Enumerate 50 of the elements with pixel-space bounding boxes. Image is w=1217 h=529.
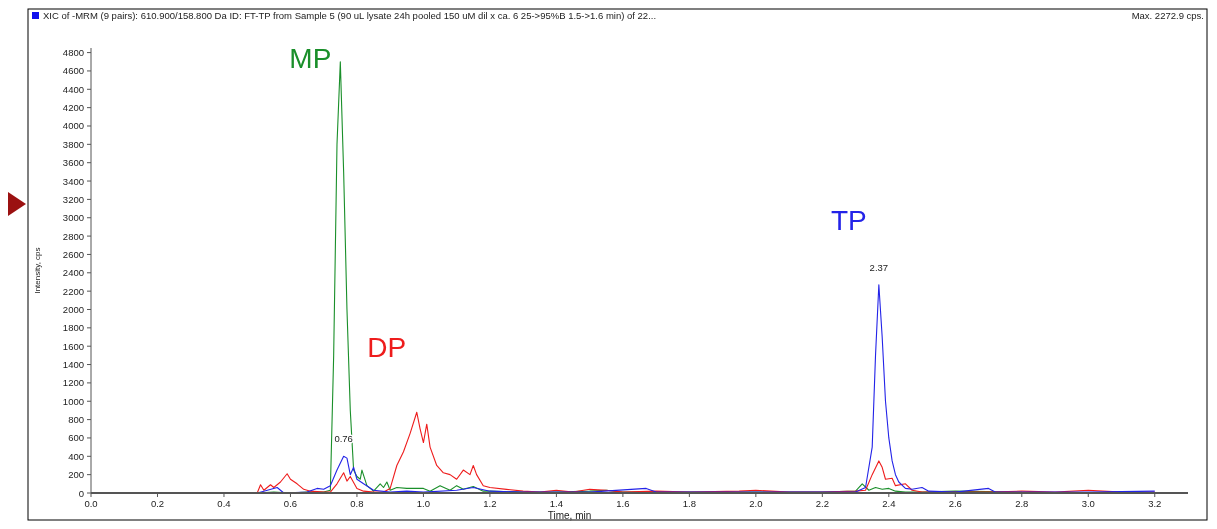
chart-title: XIC of -MRM (9 pairs): 610.900/158.800 Da ID: FT-TP from Sample 5 (90 uL lysate 24h pooled 150 uM dil x ca. 6 25->95%B 1.5->1.6 min) of 22...: [43, 10, 657, 21]
y-tick-label: 3800: [62, 138, 84, 150]
y-tick-label: 2400: [62, 267, 84, 279]
y-tick-label: 200: [68, 469, 84, 481]
x-tick-label: 0.2: [150, 498, 165, 509]
x-axis-title: Time, min: [547, 510, 592, 521]
y-tick-label: 600: [68, 432, 84, 444]
annotation: 2.37: [869, 261, 889, 273]
series-label: DP: [367, 332, 407, 364]
y-tick-label: 3200: [62, 193, 84, 205]
y-tick-label: 3600: [62, 157, 84, 169]
x-tick-label: 1.6: [616, 498, 630, 509]
x-tick-label: 2.4: [882, 498, 896, 509]
y-tick-label: 800: [68, 414, 84, 426]
x-tick-label: 0.0: [84, 498, 98, 509]
y-tick-label: 1200: [62, 377, 84, 389]
y-tick-label: 4000: [62, 120, 84, 132]
y-tick-label: 1000: [62, 395, 84, 407]
x-tick-label: 0.8: [350, 498, 364, 509]
y-tick-label: 0: [78, 487, 84, 499]
x-tick-label: 3.2: [1148, 498, 1162, 509]
y-tick-label: 400: [68, 450, 84, 462]
y-tick-label: 4800: [62, 47, 84, 59]
y-tick-label: 1600: [62, 340, 84, 352]
x-tick-label: 1.4: [549, 498, 563, 509]
x-tick-label: 1.2: [483, 498, 497, 509]
x-tick-label: 2.0: [749, 498, 763, 509]
y-tick-label: 2000: [62, 303, 84, 315]
x-tick-label: 1.0: [416, 498, 431, 509]
x-tick-label: 1.8: [682, 498, 696, 509]
series-label: MP: [289, 43, 332, 74]
y-tick-label: 3400: [62, 175, 84, 187]
y-tick-label: 2600: [62, 248, 84, 260]
x-tick-label: 2.2: [815, 498, 829, 509]
x-tick-label: 0.6: [283, 498, 298, 509]
y-axis-title: Intensity, cps: [33, 247, 42, 294]
y-tick-label: 3000: [62, 212, 84, 224]
x-tick-label: 3.0: [1081, 498, 1095, 509]
text: Max. 2272.9 cps.: [1131, 10, 1204, 21]
y-tick-label: 2200: [62, 285, 84, 297]
y-tick-label: 4600: [62, 65, 84, 77]
x-tick-label: 2.8: [1015, 498, 1029, 509]
y-tick-label: 1800: [62, 322, 84, 334]
y-tick-label: 4200: [62, 102, 84, 114]
x-tick-label: 2.6: [948, 498, 962, 509]
series-label: TP: [830, 204, 867, 236]
y-tick-label: 1400: [62, 359, 84, 371]
x-tick-label: 0.4: [217, 498, 231, 509]
y-tick-label: 2800: [62, 230, 84, 242]
y-tick-label: 4400: [62, 83, 84, 95]
